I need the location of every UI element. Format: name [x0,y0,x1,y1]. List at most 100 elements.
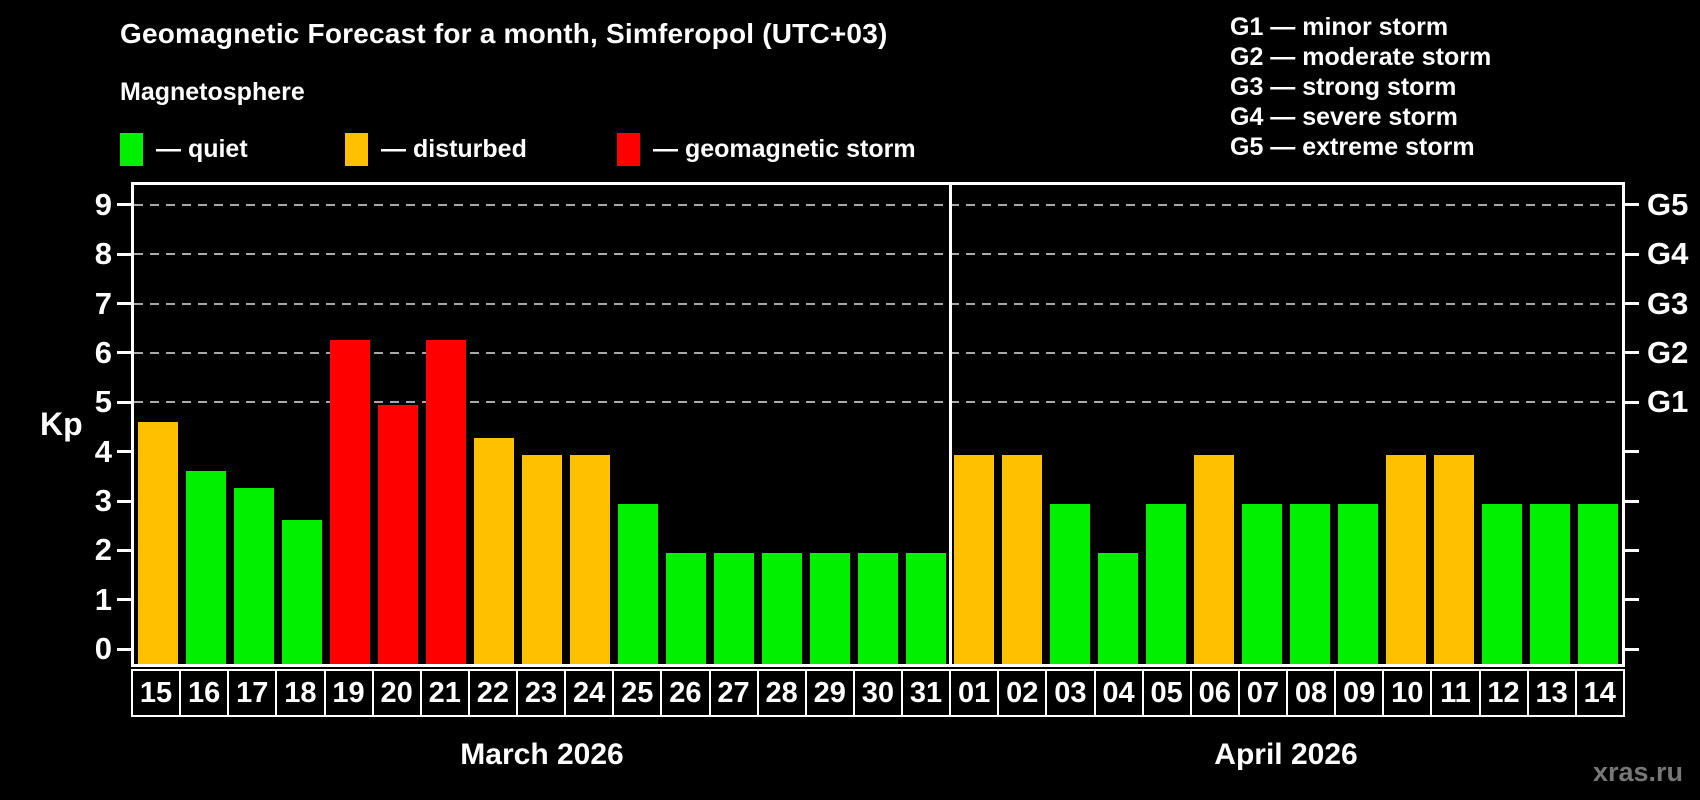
y-tick-mark-2 [117,548,131,552]
right-tick-mark-1 [1625,598,1639,602]
day-cell-09: 09 [1334,669,1385,717]
kp-bar-day-01 [954,454,994,664]
day-cell-08: 08 [1286,669,1337,717]
kp-bar-day-04 [1098,553,1138,664]
y-tick-label-5: 5 [94,384,112,420]
day-cell-01: 01 [949,669,1000,717]
g-axis-label-G3: G3 [1647,285,1689,321]
day-cell-12: 12 [1478,669,1529,717]
day-label-row: 15 16 17 18 19 20 21 22 23 24 25 26 27 28 29 30 31 01 02 03… [131,669,1625,717]
day-cell-07: 07 [1237,669,1288,717]
kp-bar-day-06 [1194,454,1234,664]
legend-item-storm: — geomagnetic storm [617,132,916,166]
gridline-kp-7 [134,302,1622,305]
storm-color-swatch-icon [617,132,640,166]
day-cell-30: 30 [852,669,903,717]
kp-bar-day-02 [1002,454,1042,664]
kp-bar-day-15 [138,421,178,664]
y-tick-mark-6 [117,351,131,355]
day-cell-20: 20 [371,669,422,717]
right-tick-mark-5 [1625,400,1639,404]
g-axis-label-G4: G4 [1647,236,1689,272]
y-tick-label-0: 0 [94,631,112,667]
day-cell-31: 31 [901,669,952,717]
day-cell-21: 21 [419,669,470,717]
plot-area [131,182,1625,667]
g-legend-line-2: G2 — moderate storm [1230,43,1492,71]
chart-title: Geomagnetic Forecast for a month, Simfer… [120,18,888,49]
kp-bar-day-05 [1146,504,1186,664]
legend-item-disturbed: — disturbed [345,132,527,166]
magnetosphere-label: Magnetosphere [120,78,305,106]
day-cell-11: 11 [1430,669,1481,717]
kp-bar-day-24 [570,454,610,664]
right-tick-mark-0 [1625,647,1639,651]
kp-bar-day-28 [762,553,802,664]
kp-bar-day-26 [666,553,706,664]
kp-bar-day-20 [378,405,418,664]
day-cell-14: 14 [1574,669,1625,717]
kp-bar-day-29 [810,553,850,664]
kp-bar-day-30 [858,553,898,664]
legend-label-disturbed: — disturbed [381,134,527,163]
y-tick-mark-4 [117,450,131,454]
watermark: xras.ru [1592,757,1683,787]
day-cell-03: 03 [1045,669,1096,717]
kp-bar-day-14 [1578,504,1618,664]
gridline-kp-8 [134,253,1622,256]
day-cell-26: 26 [660,669,711,717]
g-scale-legend: G1 — minor storm G2 — moderate storm G3 — … [1230,12,1491,162]
kp-bar-day-13 [1530,504,1570,664]
g-axis-label-G5: G5 [1647,186,1689,222]
kp-bar-day-17 [234,487,274,664]
day-cell-28: 28 [756,669,807,717]
right-tick-mark-8 [1625,252,1639,256]
day-cell-18: 18 [275,669,326,717]
day-cell-15: 15 [131,669,182,717]
g-axis-label-G2: G2 [1647,334,1689,370]
y-tick-label-2: 2 [94,532,112,568]
day-cell-13: 13 [1526,669,1577,717]
g-legend-line-4: G4 — severe storm [1230,103,1458,131]
day-cell-25: 25 [612,669,663,717]
kp-bar-day-07 [1242,504,1282,664]
kp-bar-day-19 [330,339,370,664]
day-cell-06: 06 [1189,669,1240,717]
month-label-march: March 2026 [460,738,624,771]
kp-bar-day-10 [1386,454,1426,664]
right-tick-mark-6 [1625,351,1639,355]
g-legend-line-5: G5 — extreme storm [1230,133,1475,161]
month-label-april: April 2026 [1214,738,1358,771]
y-tick-label-8: 8 [94,236,112,272]
day-cell-27: 27 [708,669,759,717]
right-tick-mark-2 [1625,548,1639,552]
y-tick-label-1: 1 [94,581,112,617]
legend-item-quiet: — quiet [120,132,248,166]
kp-bar-day-11 [1434,454,1474,664]
y-tick-label-9: 9 [94,186,112,222]
day-cell-10: 10 [1382,669,1433,717]
kp-bar-day-23 [522,454,562,664]
right-tick-mark-7 [1625,302,1639,305]
y-tick-mark-5 [117,400,131,404]
kp-bar-day-22 [474,438,514,664]
kp-bar-day-16 [186,470,226,664]
g-legend-line-1: G1 — minor storm [1230,13,1449,41]
y-tick-label-4: 4 [94,433,112,469]
g-legend-line-3: G3 — strong storm [1230,73,1457,101]
gridline-kp-5 [134,401,1622,404]
day-cell-24: 24 [564,669,615,717]
y-tick-label-7: 7 [94,285,112,321]
day-cell-17: 17 [227,669,278,717]
kp-bar-day-03 [1050,504,1090,664]
y-tick-mark-9 [117,203,131,207]
day-cell-05: 05 [1141,669,1192,717]
y-tick-mark-8 [117,252,131,256]
day-cell-04: 04 [1093,669,1144,717]
legend-label-storm: — geomagnetic storm [653,134,916,163]
gridline-kp-6 [134,351,1622,354]
day-cell-19: 19 [323,669,374,717]
kp-bar-day-12 [1482,504,1522,664]
y-tick-mark-0 [117,647,131,651]
